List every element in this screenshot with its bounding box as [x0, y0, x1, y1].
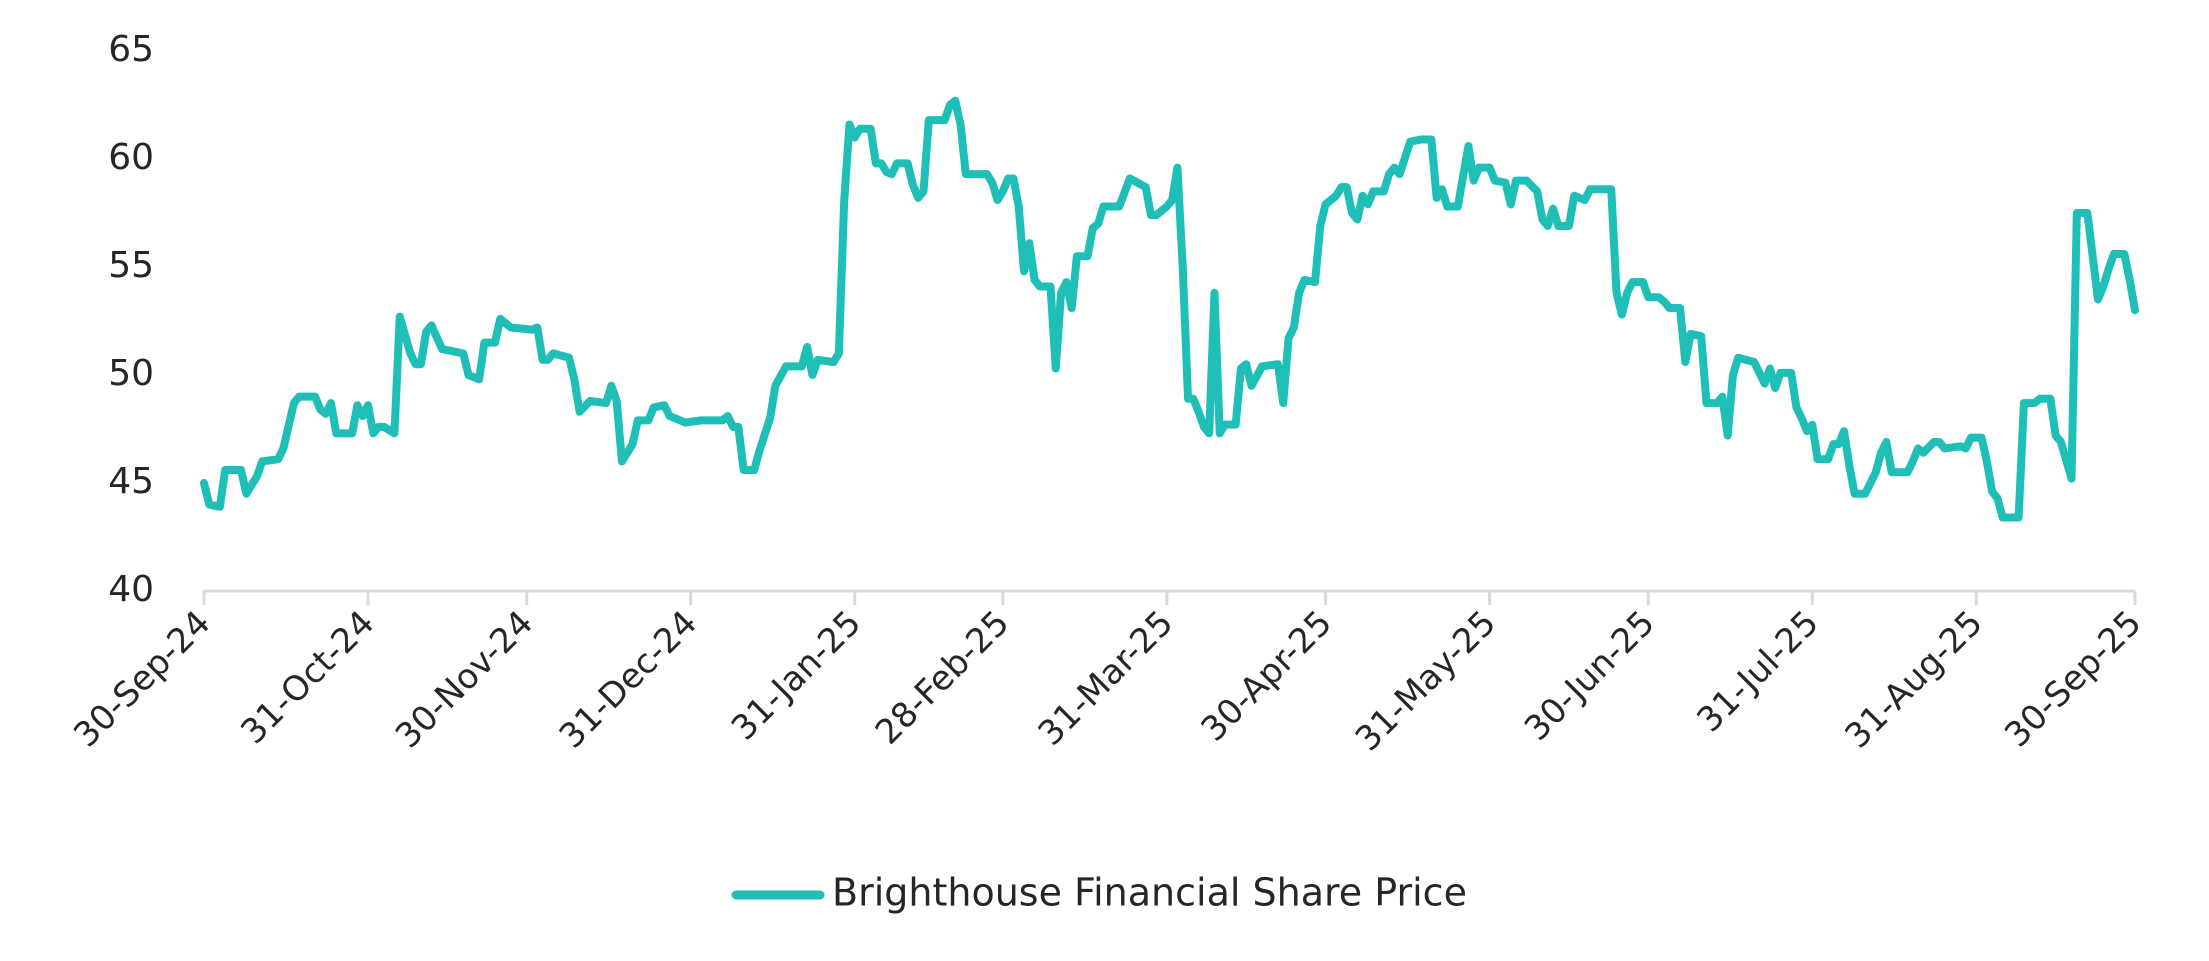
x-tick-label: 31-May-25	[1348, 603, 1504, 759]
x-tick-label: 30-Sep-25	[1997, 603, 2149, 755]
y-tick-label: 50	[108, 353, 154, 394]
y-tick-label: 55	[108, 245, 154, 286]
legend: Brighthouse Financial Share Price	[731, 871, 1467, 915]
legend-label: Brighthouse Financial Share Price	[832, 871, 1467, 915]
price-line	[200, 96, 2139, 522]
x-tick-label: 30-Nov-24	[388, 603, 541, 756]
x-tick-label: 31-Jul-25	[1689, 603, 1826, 740]
x-tick-label: 30-Sep-24	[66, 603, 218, 755]
x-tick-label: 31-Aug-25	[1837, 603, 1990, 756]
x-tick-label: 31-Dec-24	[552, 603, 705, 756]
x-tick-label: 30-Apr-25	[1194, 603, 1340, 749]
x-tick-label: 31-Jan-25	[724, 603, 869, 748]
y-tick-label: 65	[108, 29, 154, 70]
x-tick-label: 30-Jun-25	[1517, 603, 1663, 749]
y-tick-label: 40	[108, 569, 154, 610]
x-tick-label: 31-Oct-24	[233, 603, 382, 752]
x-tick-label: 28-Feb-25	[868, 603, 1017, 752]
y-tick-label: 45	[108, 461, 154, 502]
y-tick-label: 60	[108, 137, 154, 178]
x-tick-label: 31-Mar-25	[1031, 603, 1182, 754]
